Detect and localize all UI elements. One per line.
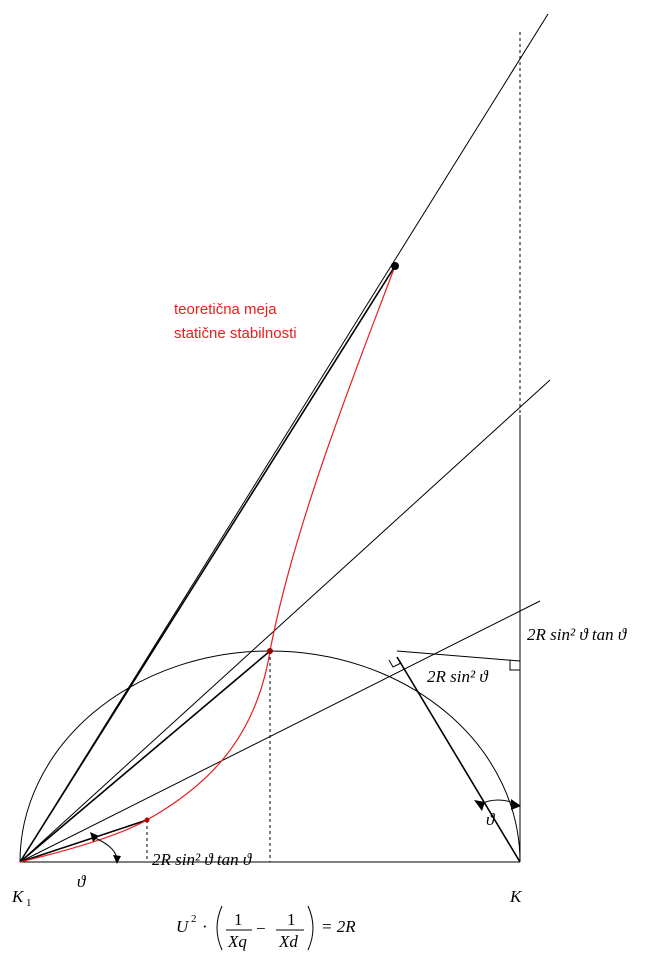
right-angle-marker-k (509, 660, 520, 671)
stability-limit-curve (19, 265, 396, 863)
ray-theta (19, 600, 541, 863)
right-angle-marker-chord (388, 656, 402, 668)
theta-label-k1: ϑ (77, 872, 87, 891)
ray-steep-thick (19, 265, 396, 863)
formula-minus: − (256, 919, 266, 938)
chord-to-k (396, 656, 521, 863)
ray-theta-thick (19, 819, 148, 863)
angle-arrow-top (90, 832, 99, 842)
label-2r-sin2-tan-right: 2R sin² ϑ tan ϑ (527, 625, 628, 644)
stability-limit-label-line2: statične stabilnosti (174, 325, 297, 342)
theta-label-k: ϑ (486, 810, 496, 829)
label-2r-sin2: 2R sin² ϑ (427, 667, 489, 686)
formula-u: U (176, 917, 190, 936)
angle-arrow-left (474, 800, 485, 811)
formula-numerator-1: 1 (234, 910, 243, 929)
formula-denominator-xd: Xd (278, 932, 298, 951)
formula-rhs: = 2R (321, 917, 356, 936)
angle-arrow-bottom (113, 855, 121, 864)
ray-middle (19, 379, 551, 863)
angle-arrow-right (511, 799, 521, 810)
point-small (144, 817, 150, 823)
ray-middle-thick (19, 650, 271, 863)
angle-arc-k1 (94, 837, 118, 863)
formula-denominator-xq: Xq (227, 932, 247, 951)
label-2r-sin2-tan-lower: 2R sin² ϑ tan ϑ (152, 850, 253, 869)
point-mid (267, 648, 273, 654)
k-label: K (509, 887, 523, 906)
point-top (391, 262, 399, 270)
formula-numerator-2: 1 (287, 910, 296, 929)
formula-right-paren (307, 905, 314, 951)
k1-label: K (11, 887, 25, 906)
k1-subscript: 1 (26, 897, 32, 909)
formula-dot: · (202, 917, 208, 936)
stability-limit-label-line1: teoretična meja (174, 301, 277, 318)
formula-left-paren (216, 905, 223, 951)
formula-u-exponent: 2 (191, 913, 197, 925)
horizontal-segment (396, 650, 521, 662)
